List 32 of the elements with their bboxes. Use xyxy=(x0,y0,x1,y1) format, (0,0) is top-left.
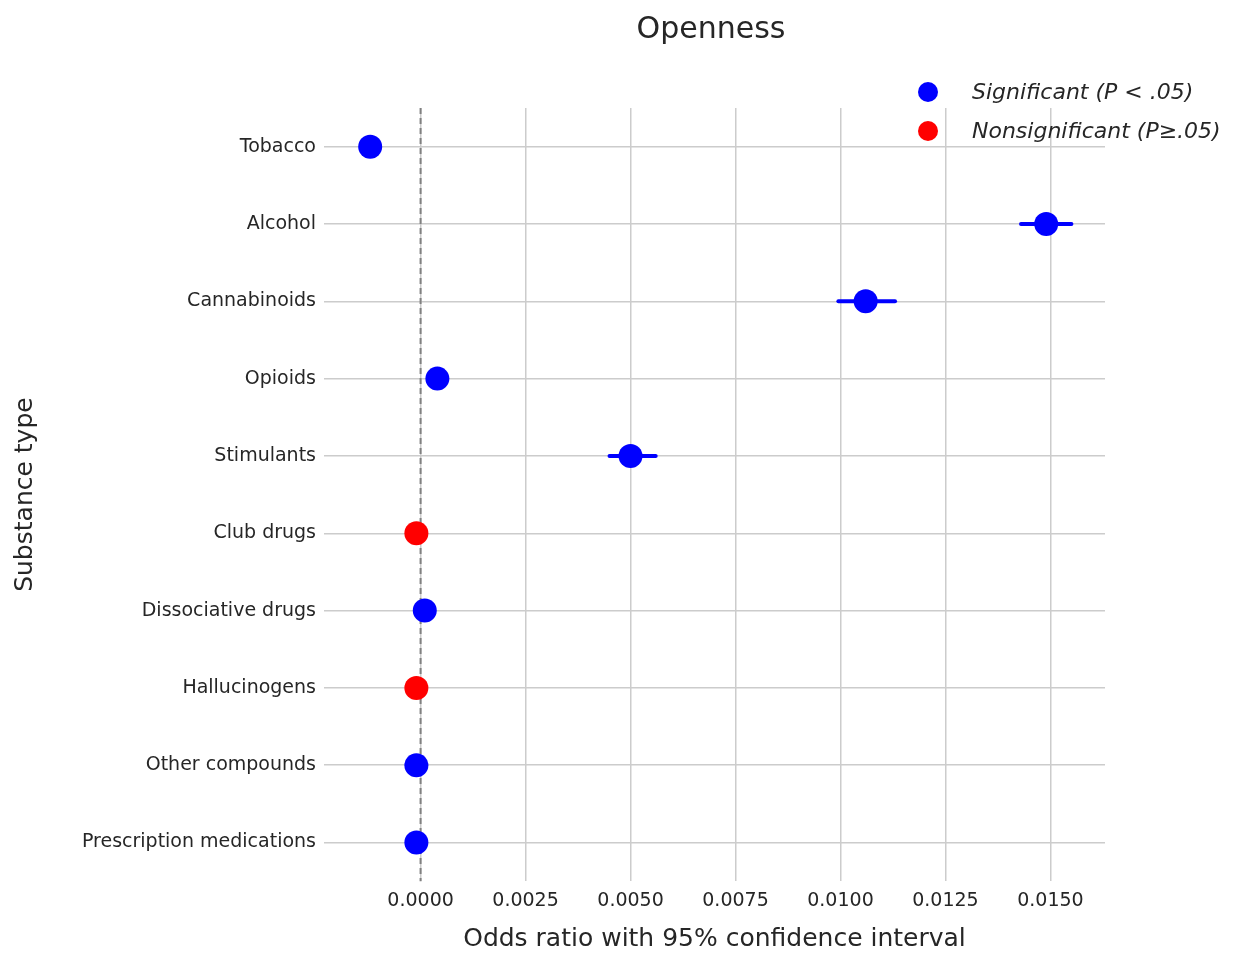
point xyxy=(404,753,429,778)
x-axis-title: Odds ratio with 95% confidence interval xyxy=(463,922,966,952)
x-tick-label: 0.0075 xyxy=(702,887,769,910)
y-tick-label: Cannabinoids xyxy=(187,288,316,311)
y-tick-label: Opioids xyxy=(244,365,316,388)
y-tick-label: Prescription medications xyxy=(81,829,316,852)
y-tick-label: Stimulants xyxy=(214,442,316,465)
y-axis-title: Substance type xyxy=(8,397,38,592)
y-tick-label: Alcohol xyxy=(246,210,316,233)
point xyxy=(618,443,643,468)
x-tick-label: 0.0150 xyxy=(1017,887,1084,910)
point xyxy=(404,521,429,546)
point xyxy=(425,366,450,391)
point xyxy=(404,675,429,700)
x-tick-label: 0.0025 xyxy=(492,887,559,910)
point xyxy=(853,289,878,314)
legend-label: Nonsignificant (P≥.05) xyxy=(972,118,1221,143)
x-tick-label: 0.0100 xyxy=(807,887,874,910)
x-tick-label: 0.0125 xyxy=(912,887,979,910)
chart-title: Openness xyxy=(635,10,787,45)
x-tick-label: 0.0000 xyxy=(387,887,454,910)
point xyxy=(404,830,429,855)
point xyxy=(358,134,383,159)
point xyxy=(1034,211,1059,236)
y-tick-label: Dissociative drugs xyxy=(141,597,316,620)
y-tick-label: Club drugs xyxy=(213,520,316,543)
y-tick-label: Other compounds xyxy=(145,752,316,775)
legend-label: Significant (P < .05) xyxy=(972,79,1194,104)
point xyxy=(412,598,437,623)
y-tick-label: Hallucinogens xyxy=(182,674,316,697)
x-tick-label: 0.0050 xyxy=(597,887,664,910)
y-tick-label: Tobacco xyxy=(238,133,316,156)
